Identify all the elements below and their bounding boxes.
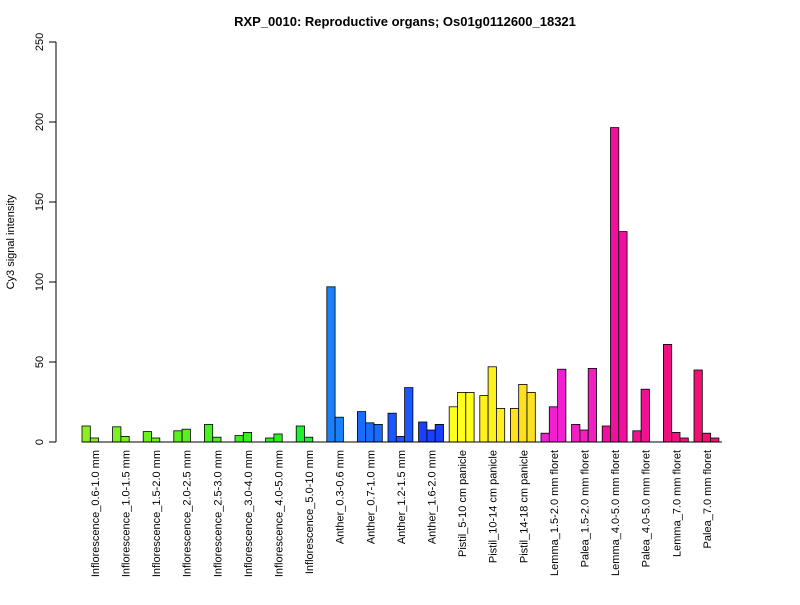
bar [434, 423, 444, 443]
bar [404, 387, 414, 443]
bar [509, 407, 520, 443]
bar [479, 395, 489, 443]
bar [487, 366, 497, 443]
y-tick-label: 200 [34, 113, 46, 131]
category-label: Palea_7.0 mm floret [702, 450, 714, 548]
bar [679, 437, 689, 443]
y-axis: 0 50 100 150 200 250 [34, 33, 57, 445]
y-tick-label: 100 [34, 273, 46, 291]
category-label: Lemma_7.0 mm floret [671, 450, 683, 557]
bar [579, 429, 589, 443]
bar [212, 436, 222, 443]
bars [81, 127, 720, 443]
bar [234, 435, 244, 443]
bar [495, 407, 506, 443]
bar [89, 437, 100, 443]
bar [640, 388, 650, 443]
category-label: Lemma_1.5-2.0 mm floret [549, 450, 561, 576]
category-label: Anther_0.3-0.6 mm [335, 450, 347, 544]
bar [395, 435, 405, 443]
category-label: Inflorescence_2.5-3.0 mm [212, 450, 224, 577]
bar [663, 343, 673, 443]
bar [465, 391, 475, 443]
category-label: Anther_0.7-1.0 mm [365, 450, 377, 544]
bar [273, 433, 283, 443]
bar [618, 231, 628, 443]
chart-title: RXP_0010: Reproductive organs; Os01g0112… [234, 14, 576, 29]
category-label: Palea_4.0-5.0 mm floret [641, 450, 653, 567]
bar [518, 383, 528, 443]
bar [632, 430, 642, 443]
bar [457, 391, 467, 443]
bar [571, 423, 581, 443]
bar [426, 429, 436, 443]
bar [151, 437, 161, 443]
bar [112, 426, 122, 443]
bar [181, 428, 191, 443]
bar [671, 431, 681, 443]
category-label: Inflorescence_1.0-1.5 mm [121, 450, 133, 577]
y-tick-label: 50 [34, 356, 46, 368]
bar [387, 412, 397, 443]
category-label: Inflorescence_5.0-10 mm [304, 450, 316, 574]
category-label: Lemma_4.0-5.0 mm floret [610, 450, 622, 576]
bar [548, 406, 558, 443]
category-label: Pistil_14-18 cm panicle [518, 450, 530, 563]
bar [418, 421, 428, 443]
y-tick-label: 0 [34, 439, 46, 445]
bar [326, 286, 336, 443]
category-label: Palea_1.5-2.0 mm floret [580, 450, 592, 567]
bar [356, 411, 367, 443]
bar [693, 369, 703, 443]
bar [142, 431, 152, 443]
category-label: Anther_1.2-1.5 mm [396, 450, 408, 544]
bar [203, 423, 214, 443]
bar [304, 436, 314, 443]
category-label: Pistil_5-10 cm panicle [457, 450, 469, 557]
category-label: Anther_1.6-2.0 mm [427, 450, 439, 544]
bar [242, 431, 253, 443]
category-label: Inflorescence_4.0-5.0 mm [274, 450, 286, 577]
y-tick-label: 250 [34, 33, 46, 51]
y-tick-label: 150 [34, 193, 46, 211]
bar [601, 425, 611, 443]
bar [587, 367, 597, 443]
bar [173, 430, 183, 443]
category-label: Inflorescence_0.6-1.0 mm [90, 450, 102, 577]
bar [120, 435, 130, 443]
bar [334, 416, 344, 443]
bar [365, 422, 375, 443]
bar [373, 423, 383, 443]
category-labels: Inflorescence_0.6-1.0 mm Inflorescence_1.… [90, 450, 714, 577]
bar [526, 391, 536, 443]
category-label: Inflorescence_1.5-2.0 mm [151, 450, 163, 577]
bar [557, 368, 567, 443]
bar [701, 432, 711, 443]
bar [81, 425, 91, 443]
bar [710, 437, 720, 443]
category-label: Inflorescence_3.0-4.0 mm [243, 450, 255, 577]
bar [295, 425, 305, 443]
y-axis-label: Cy3 signal intensity [5, 194, 17, 289]
bar [448, 406, 458, 443]
bar [265, 437, 275, 443]
category-label: Pistil_10-14 cm panicle [488, 450, 500, 563]
category-label: Inflorescence_2.0-2.5 mm [182, 450, 194, 577]
bar [610, 127, 620, 443]
bar [540, 432, 550, 443]
